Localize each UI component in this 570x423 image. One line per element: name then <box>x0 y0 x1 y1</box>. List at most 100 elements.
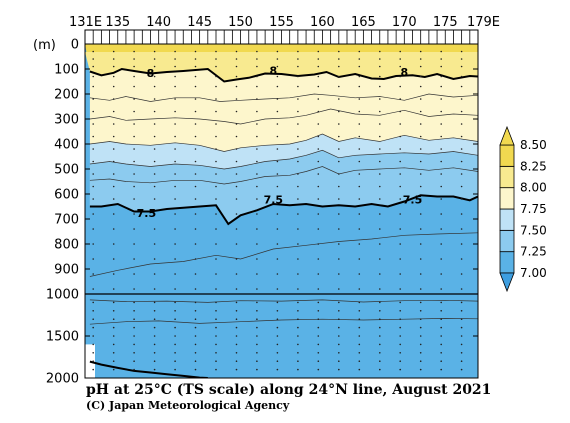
sample-point <box>440 185 443 188</box>
sample-point <box>215 185 217 188</box>
sample-point <box>112 185 115 188</box>
sample-point <box>338 148 340 150</box>
sample-point <box>215 198 217 200</box>
sample-point <box>338 335 340 337</box>
sample-point <box>194 85 197 88</box>
sample-point <box>153 318 156 321</box>
sample-point <box>358 228 361 230</box>
sample-point <box>235 310 238 312</box>
sample-point <box>194 98 197 100</box>
colorbar-swatch <box>499 165 515 189</box>
sample-point <box>379 352 381 354</box>
sample-point <box>440 288 443 290</box>
sample-point <box>153 148 156 150</box>
band-7-75-8-00 <box>89 69 478 152</box>
contour-line-6 <box>89 232 478 277</box>
contour-labels: 8 8 8 7.5 7.5 7.5 <box>137 65 423 221</box>
sample-point <box>194 301 197 304</box>
sample-point <box>317 243 320 245</box>
sample-point <box>194 352 197 354</box>
sample-point <box>133 368 135 371</box>
sample-point <box>297 343 299 346</box>
sample-point <box>112 98 115 100</box>
sample-point <box>235 243 238 245</box>
sample-point <box>399 123 402 125</box>
sample-point <box>112 75 115 78</box>
sample-point <box>174 318 176 321</box>
contour-label: 8 <box>269 65 277 78</box>
sample-point <box>358 258 361 260</box>
contour-deep <box>89 360 208 378</box>
sample-point <box>174 213 176 215</box>
sample-point <box>235 148 238 150</box>
colorbar-label: 7.00 <box>520 266 547 280</box>
contour-label: 8 <box>400 66 408 79</box>
sample-point <box>440 98 443 100</box>
sample-point <box>133 301 135 304</box>
sample-point <box>338 326 340 329</box>
x-tick-label: 155 <box>269 15 294 30</box>
sample-point <box>235 58 238 60</box>
sample-point <box>112 213 115 215</box>
sample-point <box>297 148 299 150</box>
sample-point <box>194 50 197 53</box>
sample-point <box>174 160 176 163</box>
sample-point <box>338 160 340 163</box>
x-tick-label: 140 <box>146 15 171 30</box>
sample-point <box>440 301 443 304</box>
sample-point <box>153 65 156 68</box>
sample-point <box>460 160 463 163</box>
sample-point <box>112 368 115 371</box>
sample-point <box>194 148 197 150</box>
sample-point <box>133 75 135 78</box>
sample-point <box>235 75 238 78</box>
sample-point <box>92 243 94 245</box>
sample-point <box>399 98 402 100</box>
y-tick-labels: 0 100 200 300 400 500 600 700 800 900 1000 1500 2000 <box>46 38 478 387</box>
sample-point <box>460 75 463 78</box>
sample-point <box>153 310 156 312</box>
sample-point <box>358 326 361 329</box>
sample-point <box>358 110 361 113</box>
sample-point <box>133 173 135 175</box>
sample-point <box>256 335 258 337</box>
sample-point <box>276 360 279 363</box>
sample-point <box>317 288 320 290</box>
sample-point <box>379 75 381 78</box>
sample-point <box>215 360 217 363</box>
sample-point <box>379 360 381 363</box>
y-tick-label: 700 <box>54 213 79 228</box>
sample-point <box>338 110 340 113</box>
sample-point <box>440 65 443 68</box>
sample-point <box>194 360 197 363</box>
sample-point <box>358 185 361 188</box>
sample-point <box>215 258 217 260</box>
sample-point <box>419 75 422 78</box>
sample-point <box>92 228 94 230</box>
sample-point <box>133 65 135 68</box>
sample-point <box>338 58 340 60</box>
sample-point <box>460 352 463 354</box>
sample-point <box>112 85 115 88</box>
sample-point <box>297 85 299 88</box>
sample-point <box>379 301 381 304</box>
sample-point <box>153 58 156 60</box>
y-tick-label: 100 <box>54 63 79 78</box>
sample-point <box>419 123 422 125</box>
sample-point <box>297 173 299 175</box>
sample-point <box>297 75 299 78</box>
plot-frame <box>84 43 479 379</box>
sample-point <box>460 135 463 138</box>
sample-point <box>379 310 381 312</box>
sample-point <box>153 110 156 113</box>
sample-point <box>399 273 402 275</box>
sample-point <box>276 243 279 245</box>
sample-point <box>215 123 217 125</box>
sample-point <box>92 98 94 100</box>
sample-point <box>256 135 258 138</box>
sample-point <box>133 352 135 354</box>
y-tick-label: 1500 <box>46 330 79 345</box>
sample-point <box>153 273 156 275</box>
sample-point <box>399 65 402 68</box>
